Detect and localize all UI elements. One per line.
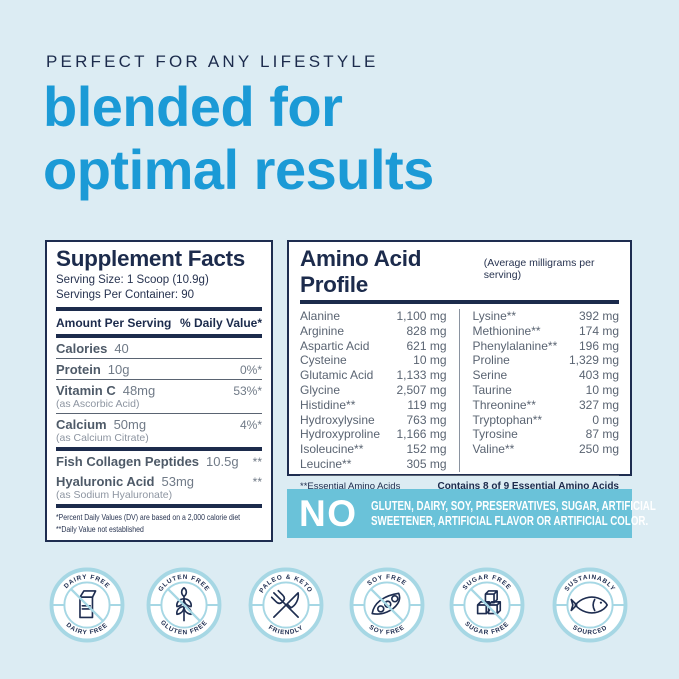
aa-row: Leucine** 305 mg [300, 456, 447, 471]
aa-row: Hydroxylysine 763 mg [300, 412, 447, 427]
essential-amino-note: **Essential Amino Acids [300, 480, 401, 492]
row-subtext: (as Ascorbic Acid) [56, 398, 140, 410]
aa-row: Serine 403 mg [472, 368, 620, 383]
table-row: Protein 10g 0%* [56, 362, 262, 377]
badge-gluten-free: GLUTEN FREE GLUTEN FREE [145, 566, 223, 644]
thick-divider [56, 504, 262, 508]
amino-acid-panel: Amino Acid Profile (Average milligrams p… [287, 240, 632, 492]
aa-row: Glutamic Acid 1,133 mg [300, 368, 447, 383]
servings-per-container: Servings Per Container: 90 [56, 289, 195, 301]
amino-acid-subtitle: (Average milligrams per serving) [483, 257, 595, 281]
aa-row: Alanine 1,100 mg [300, 309, 447, 323]
row-subtext: (as Sodium Hyaluronate) [56, 489, 173, 501]
thick-divider [56, 307, 262, 311]
aa-row: Arginine 828 mg [300, 323, 447, 338]
aa-row: Cysteine 10 mg [300, 353, 447, 368]
page-title-line1: blended for [43, 75, 343, 138]
aa-row: Isoleucine** 152 mg [300, 442, 447, 457]
badge-paleo-keto: PALEO & KETO FRIENDLY [247, 566, 325, 644]
thin-divider [56, 379, 262, 380]
aa-row: Aspartic Acid 621 mg [300, 338, 447, 353]
badge-sugar-free: SUGAR FREE SUGAR FREE [448, 566, 526, 644]
thin-divider [56, 413, 262, 414]
col-amount-per-serving: Amount Per Serving [56, 316, 172, 330]
col-daily-value: % Daily Value* [179, 316, 262, 330]
aa-row: Phenylalanine** 196 mg [472, 338, 620, 353]
amino-column-right: Lysine** 392 mg Methionine** 174 mg Phenyl… [460, 309, 620, 472]
badge-sustainably-sourced: SUSTAINABLY SOURCED [551, 566, 629, 644]
fish-icon [570, 596, 608, 614]
thick-divider [56, 447, 262, 451]
supplement-facts-title: Supplement Facts [56, 246, 245, 271]
aa-row: Methionine** 174 mg [472, 323, 620, 338]
amino-acid-title: Amino Acid Profile [300, 246, 422, 297]
thin-divider [56, 358, 262, 359]
aa-row: Glycine 2,507 mg [300, 382, 447, 397]
no-claims-text: GLUTEN, DAIRY, SOY, PRESERVATIVES, SUGAR… [370, 498, 656, 528]
aa-row: Proline 1,329 mg [472, 353, 620, 368]
thin-divider [300, 474, 619, 476]
aa-row: Histidine** 119 mg [300, 397, 447, 412]
aa-row: Lysine** 392 mg [472, 309, 620, 323]
badge-soy-free: SOY FREE SOY FREE [348, 566, 426, 644]
table-row: Calcium 50mg 4%* [56, 417, 262, 432]
no-claims-banner: NO GLUTEN, DAIRY, SOY, PRESERVATIVES, SU… [287, 489, 655, 538]
serving-size: Serving Size: 1 Scoop (10.9g) [56, 274, 209, 286]
aa-row: Tyrosine 87 mg [472, 427, 620, 442]
no-word: NO [299, 493, 358, 534]
table-row: Calories 40 [56, 341, 129, 356]
aa-row: Taurine 10 mg [472, 382, 620, 397]
table-row: Fish Collagen Peptides 10.5g ** [56, 454, 262, 469]
slash-icon [70, 588, 104, 622]
table-row: Vitamin C 48mg 53%* [56, 383, 262, 398]
supplement-facts-panel: Supplement Facts Serving Size: 1 Scoop (… [45, 240, 273, 542]
table-header: Amount Per Serving % Daily Value* [56, 311, 262, 334]
badge-dairy-free: DAIRY FREE DAIRY FREE [48, 566, 126, 644]
aa-row: Threonine** 327 mg [472, 397, 620, 412]
page-title-line2: optimal results [43, 138, 434, 202]
slash-icon [470, 588, 504, 622]
page-title: blended for optimal results [43, 75, 434, 202]
sugar-cubes-icon [476, 590, 502, 615]
slash-icon [167, 588, 201, 622]
footnote-dv: *Percent Daily Values (DV) are based on … [56, 512, 241, 522]
amino-column-left: Alanine 1,100 mg Arginine 828 mg Aspartic … [300, 309, 460, 472]
fork-knife-icon [270, 589, 300, 618]
footnote-not-established: **Daily Value not established [56, 523, 144, 534]
aa-row: Hydroxyproline 1,166 mg [300, 427, 447, 442]
slash-icon [370, 588, 404, 622]
milk-carton-icon [79, 590, 97, 619]
soy-pod-icon [371, 592, 401, 615]
table-row: Hyaluronic Acid 53mg ** [56, 474, 262, 489]
contains-essential-note: Contains 8 of 9 Essential Amino Acids [437, 480, 619, 492]
thick-divider [300, 300, 619, 304]
tagline: PERFECT FOR ANY LIFESTYLE [46, 52, 379, 71]
aa-row: Valine** 250 mg [472, 442, 620, 457]
aa-row: Tryptophan** 0 mg [472, 412, 620, 427]
row-subtext: (as Calcium Citrate) [56, 432, 149, 444]
thick-divider [56, 334, 262, 338]
